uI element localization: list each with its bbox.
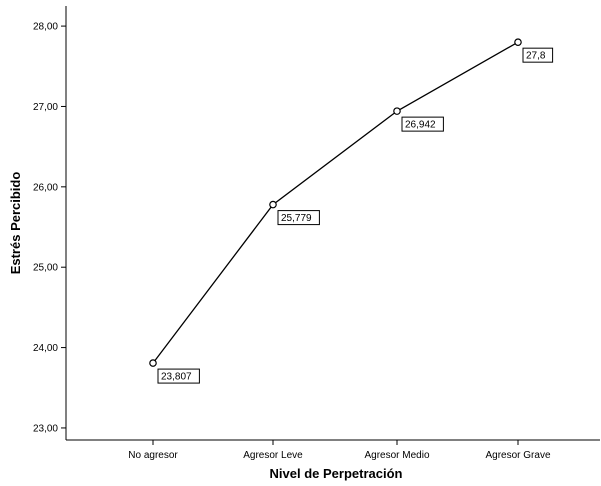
data-label: 25,779 (281, 213, 312, 224)
data-point (149, 359, 157, 367)
y-tick-label: 28,00 (33, 22, 58, 33)
x-tick-label: Agresor Grave (485, 450, 550, 461)
data-label: 27,8 (526, 51, 546, 62)
x-axis-ticks: No agresor Agresor Leve Agresor Medio Agres… (128, 440, 551, 461)
data-labels: 23,807 25,779 26,942 27,8 (157, 47, 554, 384)
x-tick-label: Agresor Leve (243, 450, 303, 461)
y-tick-label: 26,00 (33, 182, 58, 193)
y-tick-label: 24,00 (33, 343, 58, 354)
x-axis-title: Nivel de Perpetración (270, 466, 403, 481)
y-axis-title: Estrés Percibido (8, 172, 23, 275)
data-label: 23,807 (161, 372, 192, 383)
data-label-box (522, 47, 554, 63)
data-label: 26,942 (405, 120, 436, 131)
data-point (269, 200, 277, 209)
y-tick-label: 23,00 (33, 423, 58, 434)
axes (65, 6, 600, 441)
data-point (393, 107, 401, 115)
data-label-box (277, 210, 320, 226)
x-tick-label: Agresor Medio (364, 450, 429, 461)
series (149, 38, 522, 367)
data-point (514, 38, 522, 46)
data-label-box (157, 368, 200, 384)
y-tick-label: 25,00 (33, 263, 58, 274)
data-label-box (401, 116, 444, 132)
series-line (152, 41, 519, 364)
y-tick-label: 27,00 (33, 102, 58, 113)
x-tick-label: No agresor (128, 450, 178, 461)
y-axis-ticks: 23,00 24,00 25,00 26,00 27,00 28,00 (33, 22, 66, 434)
